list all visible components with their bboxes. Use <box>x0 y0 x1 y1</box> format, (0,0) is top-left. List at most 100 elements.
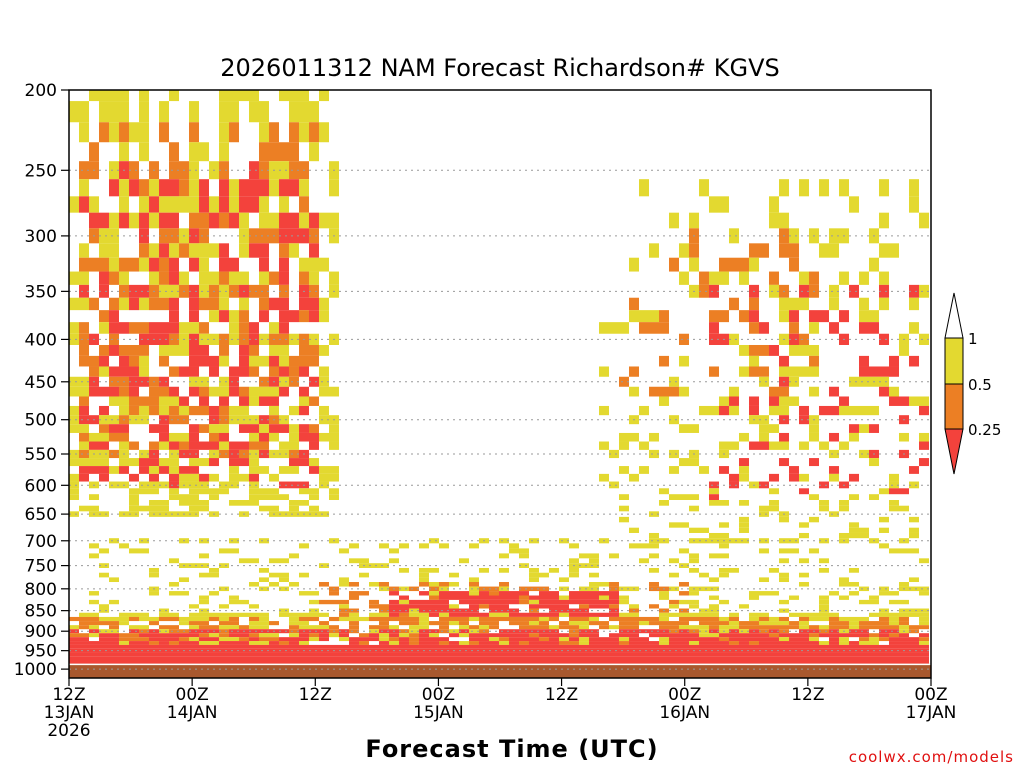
ri-cell <box>759 644 769 649</box>
ri-cell <box>749 257 759 272</box>
ri-cell <box>169 558 179 564</box>
ri-cell <box>559 644 569 649</box>
ri-cell <box>119 196 129 213</box>
ri-cell <box>139 458 149 467</box>
ri-cell <box>459 652 469 657</box>
ri-cell <box>259 161 269 180</box>
ri-cell <box>789 310 799 323</box>
ri-cell <box>99 616 109 622</box>
ri-cell <box>279 355 289 367</box>
ri-cell <box>829 652 839 657</box>
ri-cell <box>139 656 149 661</box>
ri-cell <box>569 543 579 549</box>
ri-cell <box>609 582 619 587</box>
ri-cell <box>169 396 179 406</box>
ri-cell <box>129 161 139 180</box>
ri-cell <box>659 633 669 638</box>
ri-cell <box>779 396 789 406</box>
ri-cell <box>679 563 689 568</box>
ri-cell <box>259 586 269 592</box>
ri-cell <box>519 591 529 596</box>
ri-cell <box>169 494 179 500</box>
ri-cell <box>169 582 179 587</box>
ri-cell <box>349 621 359 626</box>
ri-cell <box>189 641 199 645</box>
ri-cell <box>419 616 429 622</box>
ri-cell <box>229 271 239 285</box>
ri-cell <box>629 612 639 617</box>
ri-cell <box>429 538 439 544</box>
ri-cell <box>579 563 589 568</box>
ri-cell <box>409 604 419 609</box>
ri-cell <box>709 656 719 661</box>
ri-cell <box>109 122 119 143</box>
ri-cell <box>109 101 119 123</box>
ri-cell <box>349 625 359 630</box>
ri-cell <box>849 432 859 442</box>
ri-cell <box>99 466 109 474</box>
ri-cell <box>559 586 569 592</box>
ri-cell <box>209 591 219 596</box>
ri-cell <box>709 481 719 489</box>
ri-cell <box>349 660 359 664</box>
ri-cell <box>779 243 789 258</box>
ri-cell <box>709 660 719 664</box>
ri-cell <box>509 641 519 645</box>
ri-cell <box>219 90 229 102</box>
ri-cell <box>819 612 829 617</box>
ri-cell <box>799 629 809 634</box>
ri-cell <box>199 212 209 229</box>
ri-cell <box>339 582 349 587</box>
ri-cell <box>259 386 269 397</box>
ri-cell <box>449 582 459 587</box>
ri-cell <box>519 633 529 638</box>
ri-cell <box>519 599 529 605</box>
ri-cell <box>549 604 559 609</box>
ri-cell <box>469 582 479 587</box>
ri-cell <box>839 582 849 587</box>
ri-cell <box>139 142 149 162</box>
ri-cell <box>819 644 829 649</box>
ri-cell <box>869 625 879 630</box>
ri-cell <box>799 582 809 587</box>
y-tick-label: 900 <box>25 622 57 642</box>
ri-cell <box>649 532 659 539</box>
ri-cell <box>869 641 879 645</box>
ri-cell <box>179 473 189 482</box>
ri-cell <box>309 271 319 285</box>
ri-cell <box>839 505 849 512</box>
ri-cell <box>89 458 99 467</box>
ri-cell <box>309 488 319 495</box>
ri-cell <box>139 660 149 664</box>
ri-cell <box>639 310 649 323</box>
ri-cell <box>649 386 659 397</box>
ri-cell <box>109 257 119 272</box>
ri-cell <box>809 310 819 323</box>
ri-cell <box>799 641 809 645</box>
ri-cell <box>339 577 349 583</box>
ri-cell <box>159 652 169 657</box>
ri-cell <box>839 271 849 285</box>
ri-cell <box>809 271 819 285</box>
ri-cell <box>399 543 409 549</box>
ri-cell <box>119 396 129 406</box>
ri-cell <box>599 621 609 626</box>
ri-cell <box>779 432 789 442</box>
ri-cell <box>709 488 719 495</box>
ri-cell <box>629 527 639 533</box>
ri-cell <box>909 527 919 533</box>
ri-cell <box>279 310 289 323</box>
ri-cell <box>649 432 659 442</box>
ri-cell <box>239 652 249 657</box>
ri-cell <box>309 432 319 442</box>
ri-cell <box>399 652 409 657</box>
ri-cell <box>199 599 209 605</box>
ri-cell <box>739 466 749 474</box>
ri-cell <box>579 633 589 638</box>
ri-cell <box>779 633 789 638</box>
ri-cell <box>329 179 339 197</box>
ri-cell <box>249 612 259 617</box>
ri-cell <box>629 386 639 397</box>
ri-cell <box>259 637 269 642</box>
ri-cell <box>809 355 819 367</box>
